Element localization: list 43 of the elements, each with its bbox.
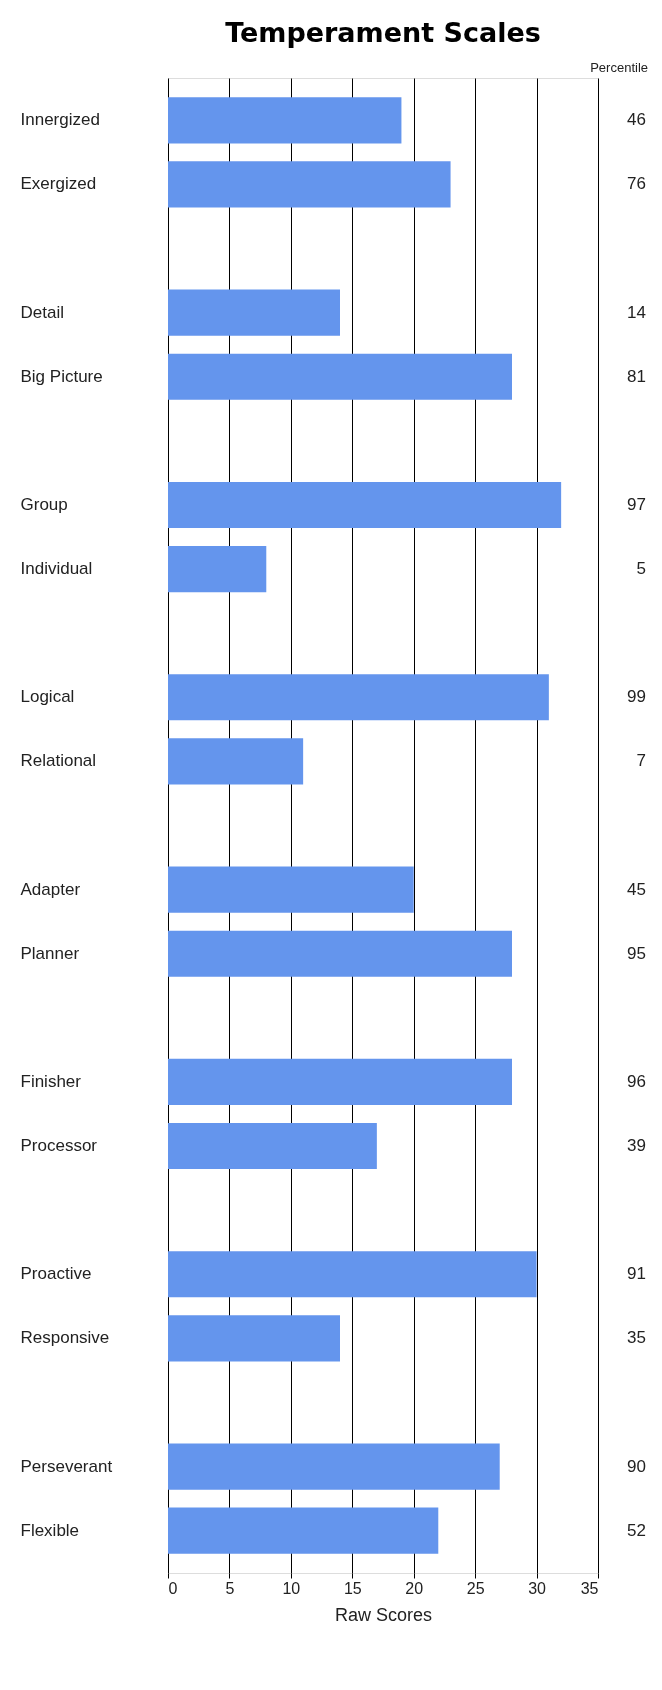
y-tick-label: Relational: [20, 751, 97, 771]
y-tick-label: Proactive: [20, 1264, 92, 1284]
x-tick-label: 0: [168, 1579, 178, 1597]
text: 52: [627, 1520, 646, 1540]
text: 96: [627, 1071, 646, 1091]
y-tick-label: Responsive: [20, 1328, 110, 1348]
text: 81: [627, 366, 646, 386]
text: 14: [627, 302, 646, 322]
text: 7: [636, 751, 646, 771]
text: 5: [636, 559, 646, 579]
text: 95: [627, 943, 646, 963]
y-tick-label: Detail: [20, 302, 64, 322]
x-tick-label: 25: [466, 1579, 485, 1597]
x-tick-label: 30: [528, 1579, 547, 1597]
text: 46: [627, 110, 646, 130]
y-tick-label: Group: [20, 494, 68, 514]
x-tick-label: 5: [225, 1579, 235, 1597]
text: 90: [627, 1456, 646, 1476]
text: 39: [627, 1136, 646, 1156]
y-tick-label: Perseverant: [20, 1456, 113, 1476]
text: 91: [627, 1264, 646, 1284]
text: 45: [627, 879, 646, 899]
y-tick-label: Individual: [20, 559, 93, 579]
y-tick-label: Innergized: [20, 110, 100, 130]
y-tick-label: Big Picture: [20, 366, 103, 386]
text: 76: [627, 174, 646, 194]
text: 35: [627, 1328, 646, 1348]
y-tick-label: Finisher: [20, 1071, 82, 1091]
y-tick-label: Exergized: [20, 174, 97, 194]
y-tick-label: Adapter: [20, 879, 81, 899]
y-tick-label: Processor: [20, 1136, 98, 1156]
x-tick-label: 35: [580, 1579, 599, 1597]
y-tick-label: Flexible: [20, 1520, 80, 1540]
x-tick-label: 20: [405, 1579, 424, 1597]
x-axis-title: Raw Scores: [334, 1604, 433, 1625]
y2-axis-title: Percentile: [590, 60, 648, 75]
text: 99: [627, 687, 646, 707]
text: 97: [627, 494, 646, 514]
x-tick-label: 10: [282, 1579, 301, 1597]
y-tick-label: Planner: [20, 943, 80, 963]
y-tick-label: Logical: [20, 687, 75, 707]
x-tick-label: 15: [343, 1579, 362, 1597]
chart-title: Temperament Scales: [225, 17, 541, 48]
